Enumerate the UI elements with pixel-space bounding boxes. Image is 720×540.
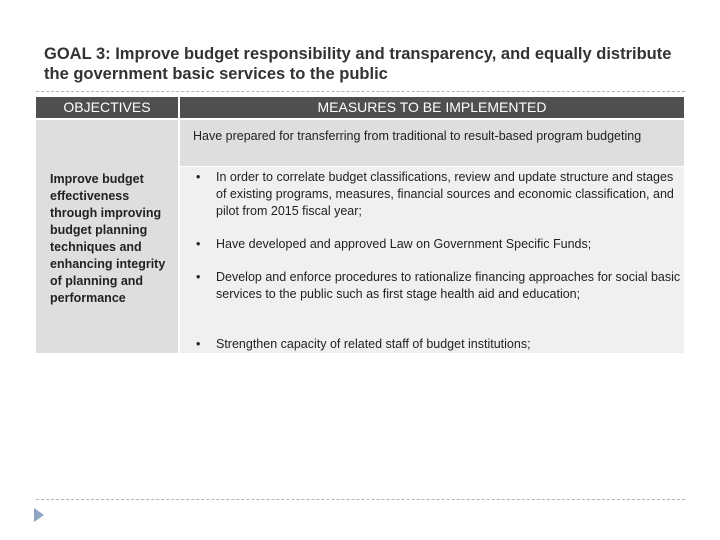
- divider-bottom: [36, 499, 685, 500]
- slide-title: GOAL 3: Improve budget responsibility an…: [44, 45, 672, 83]
- measure-item: Strengthen capacity of related staff of …: [216, 337, 531, 351]
- bullet-icon: •: [196, 237, 201, 251]
- measure-item: Develop and enforce procedures to ration…: [216, 270, 681, 301]
- bullet-icon: •: [196, 170, 201, 184]
- bullet-icon: •: [196, 270, 201, 284]
- bullet-icon: •: [196, 337, 201, 351]
- measure-item: Have developed and approved Law on Gover…: [216, 237, 592, 251]
- measure-item: In order to correlate budget classificat…: [216, 170, 674, 218]
- header-objectives: OBJECTIVES: [36, 97, 178, 118]
- header-measures: MEASURES TO BE IMPLEMENTED: [180, 97, 684, 118]
- prepared-text: Have prepared for transferring from trad…: [193, 129, 642, 143]
- measures-list: • In order to correlate budget classific…: [180, 167, 684, 353]
- prepared-cell: Have prepared for transferring from trad…: [180, 120, 684, 166]
- objective-text: Improve budget effectiveness through imp…: [50, 172, 166, 305]
- slide-arrow-icon: [34, 508, 44, 522]
- divider-top: [36, 91, 685, 92]
- objective-cell: Improve budget effectiveness through imp…: [36, 120, 178, 353]
